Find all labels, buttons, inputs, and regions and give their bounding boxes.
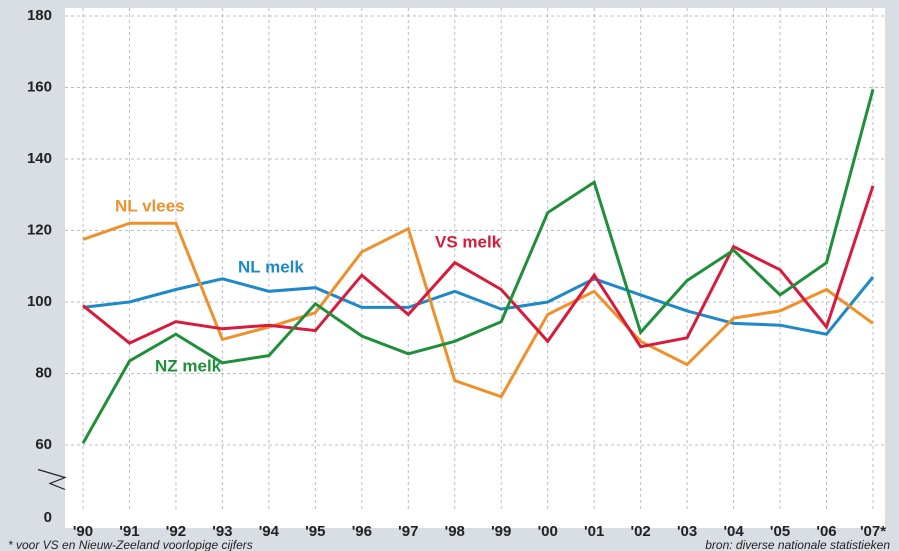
x-tick-label: '90: [73, 523, 93, 540]
y-tick-label: 120: [27, 221, 52, 238]
series-line: [82, 276, 875, 336]
x-tick-label: '07*: [860, 523, 886, 540]
y-tick-label: 100: [27, 293, 52, 310]
x-tick-label: '92: [166, 523, 186, 540]
y-tick-label: 60: [35, 436, 52, 453]
series-line: [81, 88, 875, 444]
x-tick-label: '06: [816, 523, 836, 540]
plot-area: [65, 8, 885, 528]
y-tick-label: 80: [35, 364, 52, 381]
x-tick-label: '01: [584, 523, 604, 540]
x-tick-label: '00: [538, 523, 558, 540]
series-label: VS melk: [435, 232, 502, 251]
x-tick-label: '98: [445, 523, 465, 540]
y-tick-label: 140: [27, 150, 52, 167]
series-line: [82, 221, 874, 399]
series-label: NL melk: [238, 257, 304, 276]
source: bron: diverse nationale statistieken: [705, 538, 890, 551]
x-tick-label: '03: [677, 523, 697, 540]
x-tick-label: '04: [723, 523, 744, 540]
y-tick-label: 180: [27, 7, 52, 24]
x-tick-label: '95: [305, 523, 325, 540]
series-label: NZ melk: [155, 356, 222, 375]
x-tick-label: '94: [259, 523, 280, 540]
x-tick-label: '91: [119, 523, 139, 540]
series-line: [82, 185, 875, 349]
y-tick-label: 0: [44, 509, 52, 526]
x-tick-label: '02: [631, 523, 651, 540]
x-tick-label: '05: [770, 523, 790, 540]
x-tick-label: '96: [352, 523, 372, 540]
series-label: NL vlees: [115, 196, 185, 215]
y-tick-label: 160: [27, 78, 52, 95]
x-tick-label: '99: [491, 523, 511, 540]
footnote: * voor VS en Nieuw-Zeeland voorlopige ci…: [8, 538, 253, 551]
axis-break: [37, 468, 67, 491]
x-tick-label: '93: [212, 523, 232, 540]
x-tick-label: '97: [398, 523, 418, 540]
